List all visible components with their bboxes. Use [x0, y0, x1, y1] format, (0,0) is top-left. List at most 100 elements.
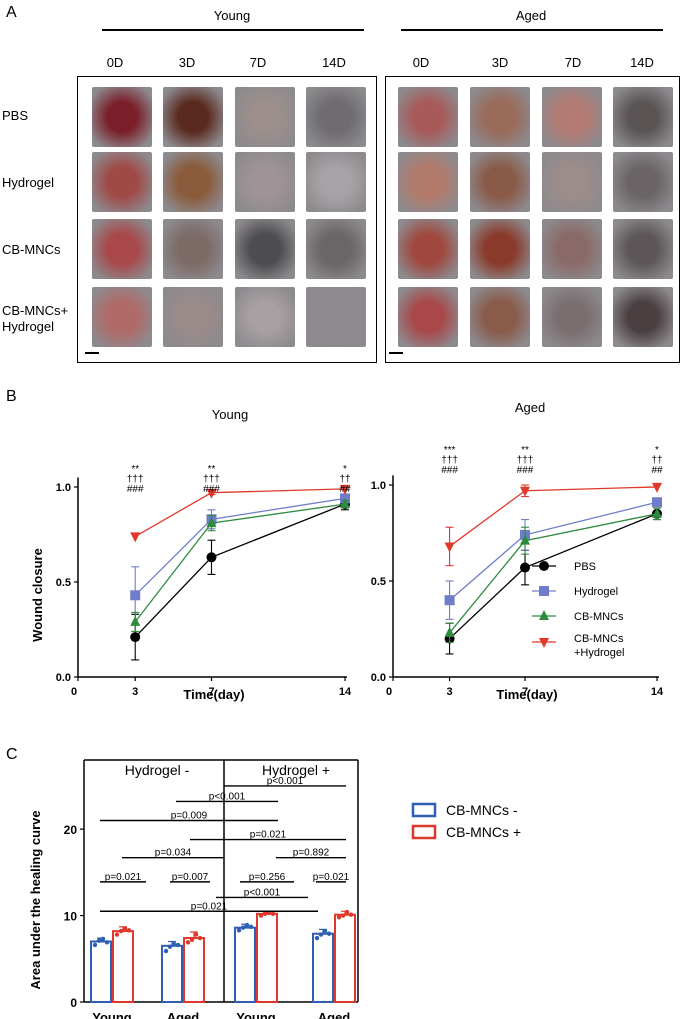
auc-ytick-label-0: 0 [70, 996, 77, 1010]
auc-bar-1-2 [256, 912, 278, 1003]
auc-category-label-2: Young [236, 1010, 276, 1019]
legend-b-label-2-0: CB-MNCs [574, 611, 624, 623]
wound-photo-young-r0-c0 [92, 87, 152, 147]
young-sig-1-2: ### [203, 484, 220, 495]
wound-photo-young-r3-c1 [163, 287, 223, 347]
auc-category-label-3: Aged [318, 1010, 351, 1019]
wound-photo-aged-r0-c0 [398, 87, 458, 147]
panel-b-letter: B [6, 388, 17, 405]
aged-xtick-label-2: 7 [522, 686, 528, 698]
auc-point-1-0-2 [122, 926, 128, 931]
panel-c-legend: CB-MNCs - CB-MNCs + [411, 802, 521, 840]
legend-c-swatch-1 [411, 824, 437, 840]
wound-photo-aged-r2-c2 [542, 219, 602, 279]
legend-b-label-1-0: Hydrogel [574, 586, 618, 598]
young-point-2-0 [130, 615, 141, 626]
young-chart-title: Young [212, 407, 248, 422]
auc-ytick-label-1: 10 [64, 910, 78, 924]
panel-b-svg: Young Wound closure Time(day) 0.0 0.5 1.0 0… [30, 400, 664, 702]
auc-point-0-0-1 [96, 938, 102, 943]
young-ytick-label-2: 1.0 [56, 482, 71, 494]
auc-point-0-3-3 [326, 931, 332, 936]
aged-day-14: 14D [630, 55, 654, 70]
aged-scale-bar [389, 352, 403, 354]
aged-sig-0-0: *** [444, 445, 456, 456]
wound-photo-aged-r3-c3 [613, 287, 673, 347]
aged-sig-2-0: * [655, 445, 659, 456]
aged-point-0-1 [520, 562, 530, 573]
young-point-3-2 [340, 484, 350, 495]
wound-photo-aged-r2-c1 [470, 219, 530, 279]
legend-b-marker-0 [539, 561, 549, 571]
wound-photo-aged-r2-c0 [398, 219, 458, 279]
young-day-3: 3D [178, 55, 196, 70]
auc-comparison-label-7: p=0.007 [172, 872, 209, 883]
auc-comparison-label-4: p=0.034 [155, 848, 192, 859]
aged-sig-1-0: ** [521, 445, 529, 456]
wound-photo-young-r0-c3 [306, 87, 366, 147]
wound-photo-aged-r3-c1 [470, 287, 530, 347]
panel-c-svg: Hydrogel - Hydrogel + Area under the hea… [28, 759, 521, 1019]
wound-photo-young-r3-c0 [92, 287, 152, 347]
auc-point-1-3-0 [336, 915, 342, 920]
legend-b-label-3-1: +Hydrogel [574, 647, 624, 659]
auc-comparison-label-2: p=0.009 [171, 811, 208, 822]
auc-bar-1-0 [112, 930, 134, 1003]
auc-point-1-1-1 [189, 937, 195, 942]
auc-point-1-0-0 [114, 932, 120, 937]
auc-bar-0-2 [234, 926, 256, 1004]
young-day-14: 14D [322, 55, 346, 70]
auc-point-1-0-1 [118, 928, 124, 934]
young-xtick-label-0: 0 [71, 686, 77, 698]
wound-photo-young-r0-c2 [235, 87, 295, 147]
wound-photo-aged-r0-c1 [470, 87, 530, 147]
aged-day-0: 0D [412, 55, 430, 70]
auc-bar-chart: Hydrogel - Hydrogel + Area under the hea… [28, 759, 359, 1019]
panel-a-letter: A [6, 4, 17, 21]
young-sig-1-0: ** [208, 464, 216, 475]
young-group-title: Young [213, 8, 251, 23]
young-point-2-1 [206, 517, 217, 528]
young-point-3-0 [130, 532, 141, 543]
auc-point-0-2-1 [240, 925, 246, 930]
row-label-cb-mncs: CB-MNCs [2, 242, 61, 257]
aged-line-3 [449, 486, 658, 547]
young-y-axis-label: Wound closure [30, 548, 45, 642]
auc-point-1-3-2 [344, 909, 350, 915]
auc-bar-1-1 [183, 937, 205, 1004]
auc-point-0-2-2 [244, 922, 250, 928]
wound-photo-young-r1-c0 [92, 152, 152, 212]
young-wound-chart: Young Wound closure Time(day) 0.0 0.5 1.0 0… [30, 407, 352, 702]
panel-b-legend: PBS Hydrogel CB-MNCs CB-MNCs +Hydrogel [532, 561, 624, 659]
auc-point-1-2-1 [262, 911, 268, 917]
row-label-cb-mncs-hydrogel: CB-MNCs+ Hydrogel [2, 303, 69, 334]
legend-c-swatch-0 [411, 802, 437, 818]
aged-sig-1-1: ††† [517, 455, 534, 466]
aged-wound-chart: Aged Time(day) 0.00.51.00 3 7 14***†††###**… [371, 400, 664, 702]
auc-point-0-1-3 [175, 942, 181, 948]
auc-point-0-3-0 [314, 935, 320, 941]
legend-c-label-0: CB-MNCs - [446, 802, 518, 818]
young-sig-0-2: ### [127, 484, 144, 495]
young-line-3 [134, 488, 346, 537]
row-label-pbs: PBS [2, 108, 29, 123]
young-sig-0-1: ††† [127, 474, 144, 485]
aged-point-3-2 [652, 482, 662, 493]
young-sig-2-2: ## [339, 484, 351, 495]
young-point-2-2 [340, 498, 350, 509]
auc-comparison-label-9: p=0.021 [313, 872, 350, 883]
auc-comparison-label-5: p=0.892 [293, 848, 330, 859]
legend-b-label-0-0: PBS [574, 561, 596, 573]
auc-point-0-1-0 [163, 948, 169, 954]
auc-point-0-1-2 [171, 941, 177, 947]
auc-bar-0-0 [90, 940, 112, 1003]
aged-point-2-2 [652, 507, 662, 518]
auc-point-0-2-3 [248, 924, 254, 930]
young-sig-1-1: ††† [203, 474, 220, 485]
legend-b-label-3-0: CB-MNCs [574, 633, 624, 645]
aged-xtick-label-0: 0 [386, 686, 392, 698]
aged-group-line [401, 29, 663, 31]
wound-photo-young-r1-c2 [235, 152, 295, 212]
auc-category-label-0: Young [92, 1010, 132, 1019]
wound-photo-aged-r0-c2 [542, 87, 602, 147]
